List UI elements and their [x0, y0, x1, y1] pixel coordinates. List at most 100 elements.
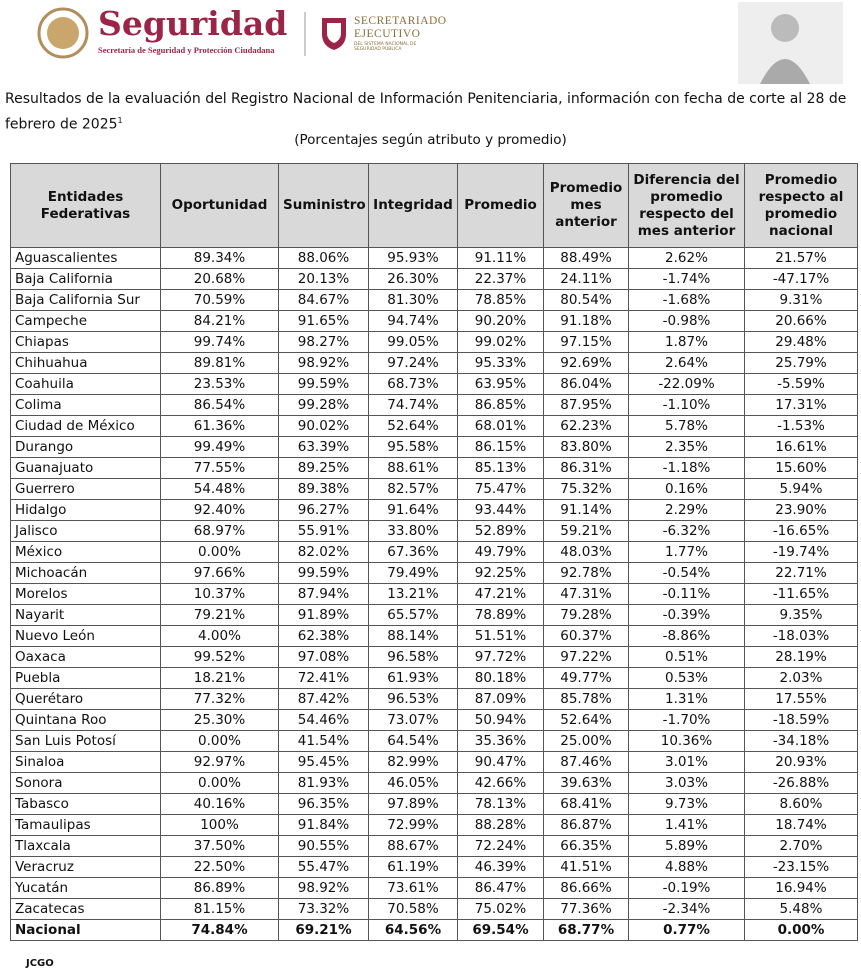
value-cell: 5.89%	[628, 835, 745, 857]
table-row: Morelos 10.37% 87.94% 13.21% 47.21% 47.31% -0.…	[10, 583, 858, 605]
value-cell: 21.57%	[744, 247, 858, 269]
value-cell: 79.28%	[543, 604, 629, 626]
value-cell: -18.03%	[744, 625, 858, 647]
value-cell: 86.31%	[543, 457, 629, 479]
entity-cell: Zacatecas	[10, 898, 161, 920]
table-row: Jalisco 68.97% 55.91% 33.80% 52.89% 59.21% -6.…	[10, 520, 858, 542]
value-cell: 0.00%	[160, 772, 279, 794]
table-row: Baja California Sur 70.59% 84.67% 81.30% 78.…	[10, 289, 858, 311]
value-cell: 85.13%	[457, 457, 544, 479]
value-cell: 20.93%	[744, 751, 858, 773]
value-cell: -47.17%	[744, 268, 858, 290]
value-cell: 96.35%	[278, 793, 369, 815]
value-cell: 72.99%	[368, 814, 458, 836]
entity-cell: Colima	[10, 394, 161, 416]
value-cell: -18.59%	[744, 709, 858, 731]
value-cell: 74.84%	[160, 919, 279, 941]
table-row: Nuevo León 4.00% 62.38% 88.14% 51.51% 60.37% -…	[10, 625, 858, 647]
value-cell: 88.67%	[368, 835, 458, 857]
value-cell: 55.91%	[278, 520, 369, 542]
value-cell: 2.64%	[628, 352, 745, 374]
brand: Seguridad	[98, 4, 288, 43]
value-cell: 61.36%	[160, 415, 279, 437]
value-cell: 15.60%	[744, 457, 858, 479]
value-cell: -0.39%	[628, 604, 745, 626]
column-header: Entidades Federativas	[10, 163, 161, 248]
value-cell: 61.93%	[368, 667, 458, 689]
value-cell: 47.31%	[543, 583, 629, 605]
value-cell: -34.18%	[744, 730, 858, 752]
table-row: Guanajuato 77.55% 89.25% 88.61% 85.13% 86.31%…	[10, 457, 858, 479]
table-row: Tamaulipas 100% 91.84% 72.99% 88.28% 86.87% 1.…	[10, 814, 858, 836]
table-row: Quintana Roo 25.30% 54.46% 73.07% 50.94% 52.6…	[10, 709, 858, 731]
table-row: Baja California 20.68% 20.13% 26.30% 22.37% 2…	[10, 268, 858, 290]
column-header: Oportunidad	[160, 163, 279, 248]
value-cell: 89.25%	[278, 457, 369, 479]
table-row: Hidalgo 92.40% 96.27% 91.64% 93.44% 91.14% 2.2…	[10, 499, 858, 521]
value-cell: 89.34%	[160, 247, 279, 269]
entity-cell: Jalisco	[10, 520, 161, 542]
value-cell: 18.74%	[744, 814, 858, 836]
table-row: Querétaro 77.32% 87.42% 96.53% 87.09% 85.78% 1…	[10, 688, 858, 710]
value-cell: 92.78%	[543, 562, 629, 584]
table-row: México 0.00% 82.02% 67.36% 49.79% 48.03% 1.77%…	[10, 541, 858, 563]
value-cell: 88.49%	[543, 247, 629, 269]
entity-cell: Sonora	[10, 772, 161, 794]
value-cell: 99.59%	[278, 562, 369, 584]
value-cell: 1.41%	[628, 814, 745, 836]
table-row: Veracruz 22.50% 55.47% 61.19% 46.39% 41.51% 4.…	[10, 856, 858, 878]
table-row: Oaxaca 99.52% 97.08% 96.58% 97.72% 97.22% 0.51…	[10, 646, 858, 668]
value-cell: 84.21%	[160, 310, 279, 332]
value-cell: 29.48%	[744, 331, 858, 353]
value-cell: 74.74%	[368, 394, 458, 416]
value-cell: -0.54%	[628, 562, 745, 584]
value-cell: 82.57%	[368, 478, 458, 500]
value-cell: 91.64%	[368, 499, 458, 521]
value-cell: 78.13%	[457, 793, 544, 815]
table-row: Tlaxcala 37.50% 90.55% 88.67% 72.24% 66.35% 5.…	[10, 835, 858, 857]
value-cell: -8.86%	[628, 625, 745, 647]
value-cell: 40.16%	[160, 793, 279, 815]
value-cell: 65.57%	[368, 604, 458, 626]
table-row: Nacional 74.84% 69.21% 64.56% 69.54% 68.77% 0.…	[10, 919, 858, 941]
value-cell: 18.21%	[160, 667, 279, 689]
value-cell: 0.51%	[628, 646, 745, 668]
value-cell: 0.77%	[628, 919, 745, 941]
se-logo-inner	[327, 23, 341, 43]
value-cell: 68.41%	[543, 793, 629, 815]
value-cell: 0.00%	[744, 919, 858, 941]
value-cell: 5.78%	[628, 415, 745, 437]
value-cell: 90.47%	[457, 751, 544, 773]
entity-cell: Veracruz	[10, 856, 161, 878]
emblem	[37, 7, 89, 59]
value-cell: 77.36%	[543, 898, 629, 920]
table-row: Guerrero 54.48% 89.38% 82.57% 75.47% 75.32% 0.…	[10, 478, 858, 500]
entity-cell: Guerrero	[10, 478, 161, 500]
value-cell: 96.58%	[368, 646, 458, 668]
value-cell: 10.37%	[160, 583, 279, 605]
value-cell: 55.47%	[278, 856, 369, 878]
value-cell: -16.65%	[744, 520, 858, 542]
value-cell: 17.31%	[744, 394, 858, 416]
entity-cell: Hidalgo	[10, 499, 161, 521]
value-cell: 69.21%	[278, 919, 369, 941]
value-cell: 81.30%	[368, 289, 458, 311]
value-cell: 5.48%	[744, 898, 858, 920]
value-cell: 89.38%	[278, 478, 369, 500]
value-cell: 2.62%	[628, 247, 745, 269]
table-row: Yucatán 86.89% 98.92% 73.61% 86.47% 86.66% -0.…	[10, 877, 858, 899]
value-cell: 33.80%	[368, 520, 458, 542]
value-cell: 63.95%	[457, 373, 544, 395]
value-cell: 0.16%	[628, 478, 745, 500]
value-cell: 62.38%	[278, 625, 369, 647]
value-cell: 1.87%	[628, 331, 745, 353]
secretariado-sub: DEL SISTEMA NACIONAL DE SEGURIDAD PÚBLIC…	[354, 42, 417, 52]
column-header: Promedio respecto al promedio nacional	[744, 163, 858, 248]
value-cell: 52.64%	[368, 415, 458, 437]
value-cell: 2.70%	[744, 835, 858, 857]
value-cell: 64.56%	[368, 919, 458, 941]
value-cell: 47.21%	[457, 583, 544, 605]
value-cell: -2.34%	[628, 898, 745, 920]
value-cell: 68.73%	[368, 373, 458, 395]
